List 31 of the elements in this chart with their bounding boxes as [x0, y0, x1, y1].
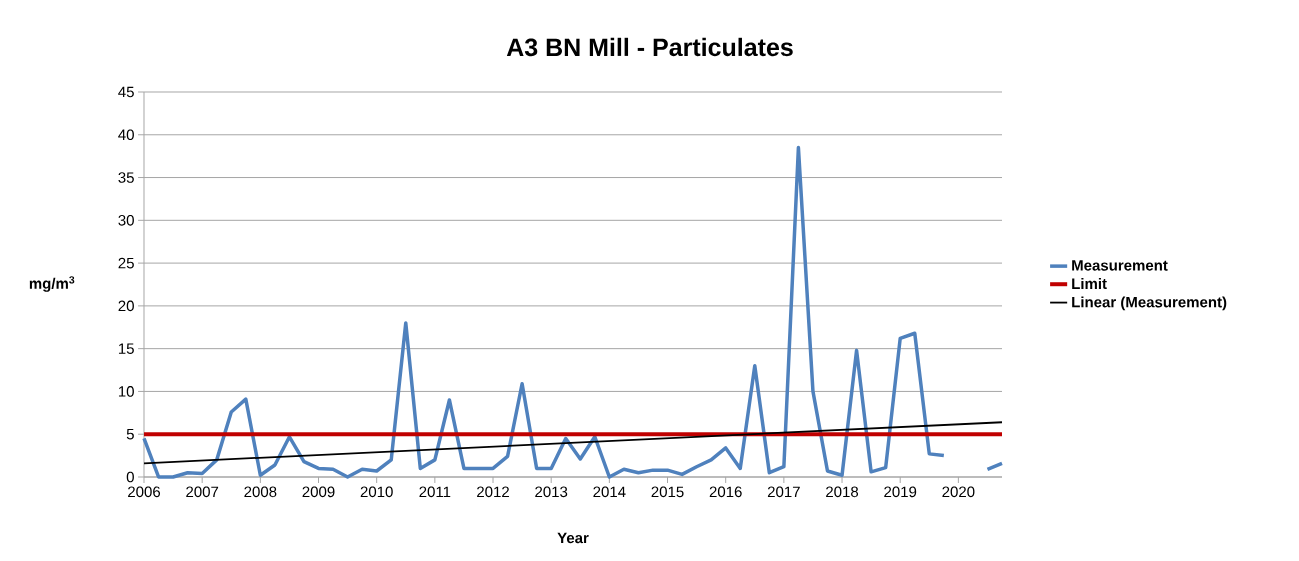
x-tick-label: 2010: [360, 486, 393, 498]
y-tick-label: 5: [126, 428, 134, 440]
x-tick-label: 2007: [186, 486, 219, 498]
y-tick-label: 40: [118, 129, 134, 141]
x-tick-label: 2018: [826, 486, 859, 498]
y-tick-label: 10: [118, 386, 134, 397]
x-tick-label: 2011: [419, 486, 451, 498]
y-tick-label: 45: [118, 86, 134, 98]
y-tick-label: 35: [118, 172, 134, 183]
x-tick-label: 2008: [244, 486, 277, 498]
y-tick-label: 30: [118, 215, 134, 226]
x-tick-label: 2016: [709, 486, 742, 498]
y-tick-label: 15: [118, 343, 134, 354]
y-tick-label: 20: [118, 300, 134, 312]
x-tick-label: 2015: [651, 486, 684, 498]
x-axis-title: Year: [557, 532, 589, 544]
x-tick-label: 2014: [593, 486, 626, 498]
legend-label: Limit: [1072, 278, 1107, 290]
y-tick-label: 25: [118, 257, 134, 269]
y-tick-label: 0: [126, 471, 134, 483]
x-tick-label: 2013: [535, 486, 568, 498]
x-tick-label: 2019: [884, 486, 917, 498]
chart-title: A3 BN Mill - Particulates: [506, 37, 793, 57]
x-tick-label: 2012: [477, 486, 509, 498]
x-tick-label: 2017: [767, 486, 800, 498]
y-axis-title: mg/m$^{3}$: [29, 276, 75, 292]
x-tick-label: 2009: [302, 486, 335, 498]
x-tick-label: 2006: [128, 486, 161, 498]
legend-label: Measurement: [1072, 260, 1168, 271]
legend-label: Linear (Measurement): [1072, 296, 1227, 311]
x-tick-label: 2020: [942, 486, 975, 498]
